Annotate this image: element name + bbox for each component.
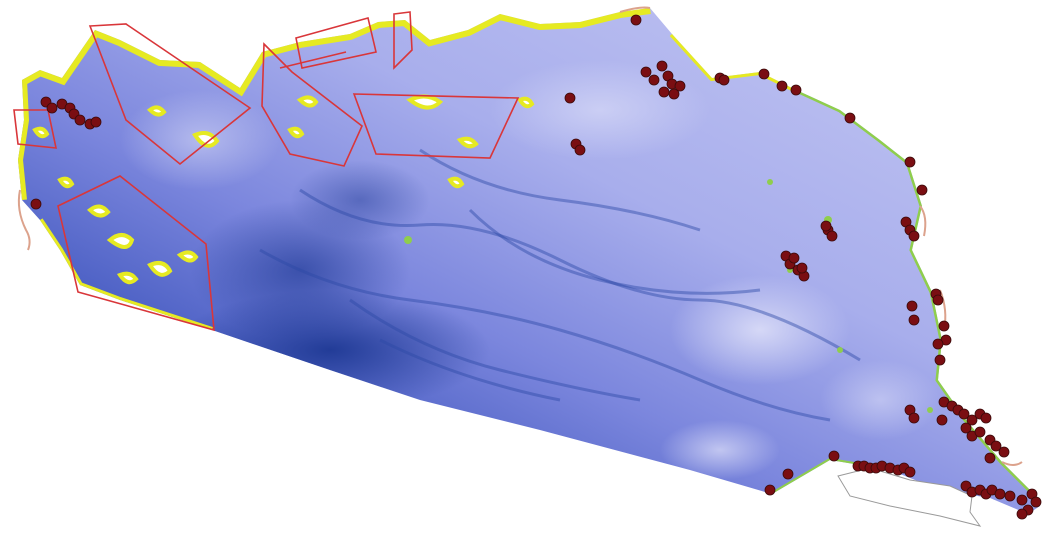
highlight-area-3: [57, 175, 215, 332]
observation-marker: [1030, 496, 1042, 508]
observation-marker: [916, 184, 928, 196]
observation-marker: [904, 466, 916, 478]
observation-marker: [788, 252, 800, 264]
observation-marker: [776, 80, 788, 92]
observation-marker: [1004, 490, 1016, 502]
observation-marker: [994, 488, 1006, 500]
observation-marker: [796, 262, 808, 274]
highlight-area-link: [279, 51, 347, 69]
observation-marker: [826, 230, 838, 242]
observation-marker: [1016, 494, 1028, 506]
observation-marker: [656, 60, 668, 72]
observation-marker: [904, 156, 916, 168]
observation-marker: [908, 412, 920, 424]
observation-marker: [74, 114, 86, 126]
observation-marker: [984, 452, 996, 464]
highlight-area-6: [393, 11, 413, 70]
observation-marker: [674, 80, 686, 92]
observation-marker: [574, 144, 586, 156]
highlight-area-7: [352, 93, 520, 159]
observation-marker: [90, 116, 102, 128]
highlighted-areas: [13, 11, 520, 332]
observation-marker: [998, 446, 1010, 458]
observation-marker: [936, 414, 948, 426]
observation-marker: [934, 354, 946, 366]
observation-marker: [820, 220, 832, 232]
observation-marker: [668, 88, 680, 100]
observation-marker: [906, 300, 918, 312]
observation-marker: [960, 422, 972, 434]
observation-marker: [980, 412, 992, 424]
observation-marker: [974, 426, 986, 438]
observation-marker: [648, 74, 660, 86]
seabed-channels: [259, 148, 861, 422]
observation-marker: [958, 408, 970, 420]
observation-marker: [782, 468, 794, 480]
observation-marker: [564, 92, 576, 104]
observation-marker: [630, 14, 642, 26]
observation-marker: [1016, 508, 1028, 520]
land-outline: [837, 467, 982, 527]
observation-marker: [30, 198, 42, 210]
observation-marker: [908, 314, 920, 326]
observation-marker: [764, 484, 776, 496]
observation-marker: [938, 320, 950, 332]
observation-marker: [790, 84, 802, 96]
observation-marker: [640, 66, 652, 78]
observation-marker: [932, 294, 944, 306]
observation-marker: [908, 230, 920, 242]
highlight-area-4: [261, 42, 363, 167]
observation-marker: [718, 74, 730, 86]
observation-marker: [658, 86, 670, 98]
coastal-vegetation: [18, 8, 1032, 496]
observation-marker: [932, 338, 944, 350]
observation-marker: [966, 414, 978, 426]
highlight-area-5: [295, 17, 377, 69]
highlight-area-2: [88, 23, 252, 166]
observation-marker: [758, 68, 770, 80]
observation-marker: [828, 450, 840, 462]
highlight-area-1: [13, 109, 58, 149]
observation-marker: [990, 440, 1002, 452]
observation-marker: [844, 112, 856, 124]
observation-marker: [46, 102, 58, 114]
observation-markers: [30, 14, 1042, 520]
